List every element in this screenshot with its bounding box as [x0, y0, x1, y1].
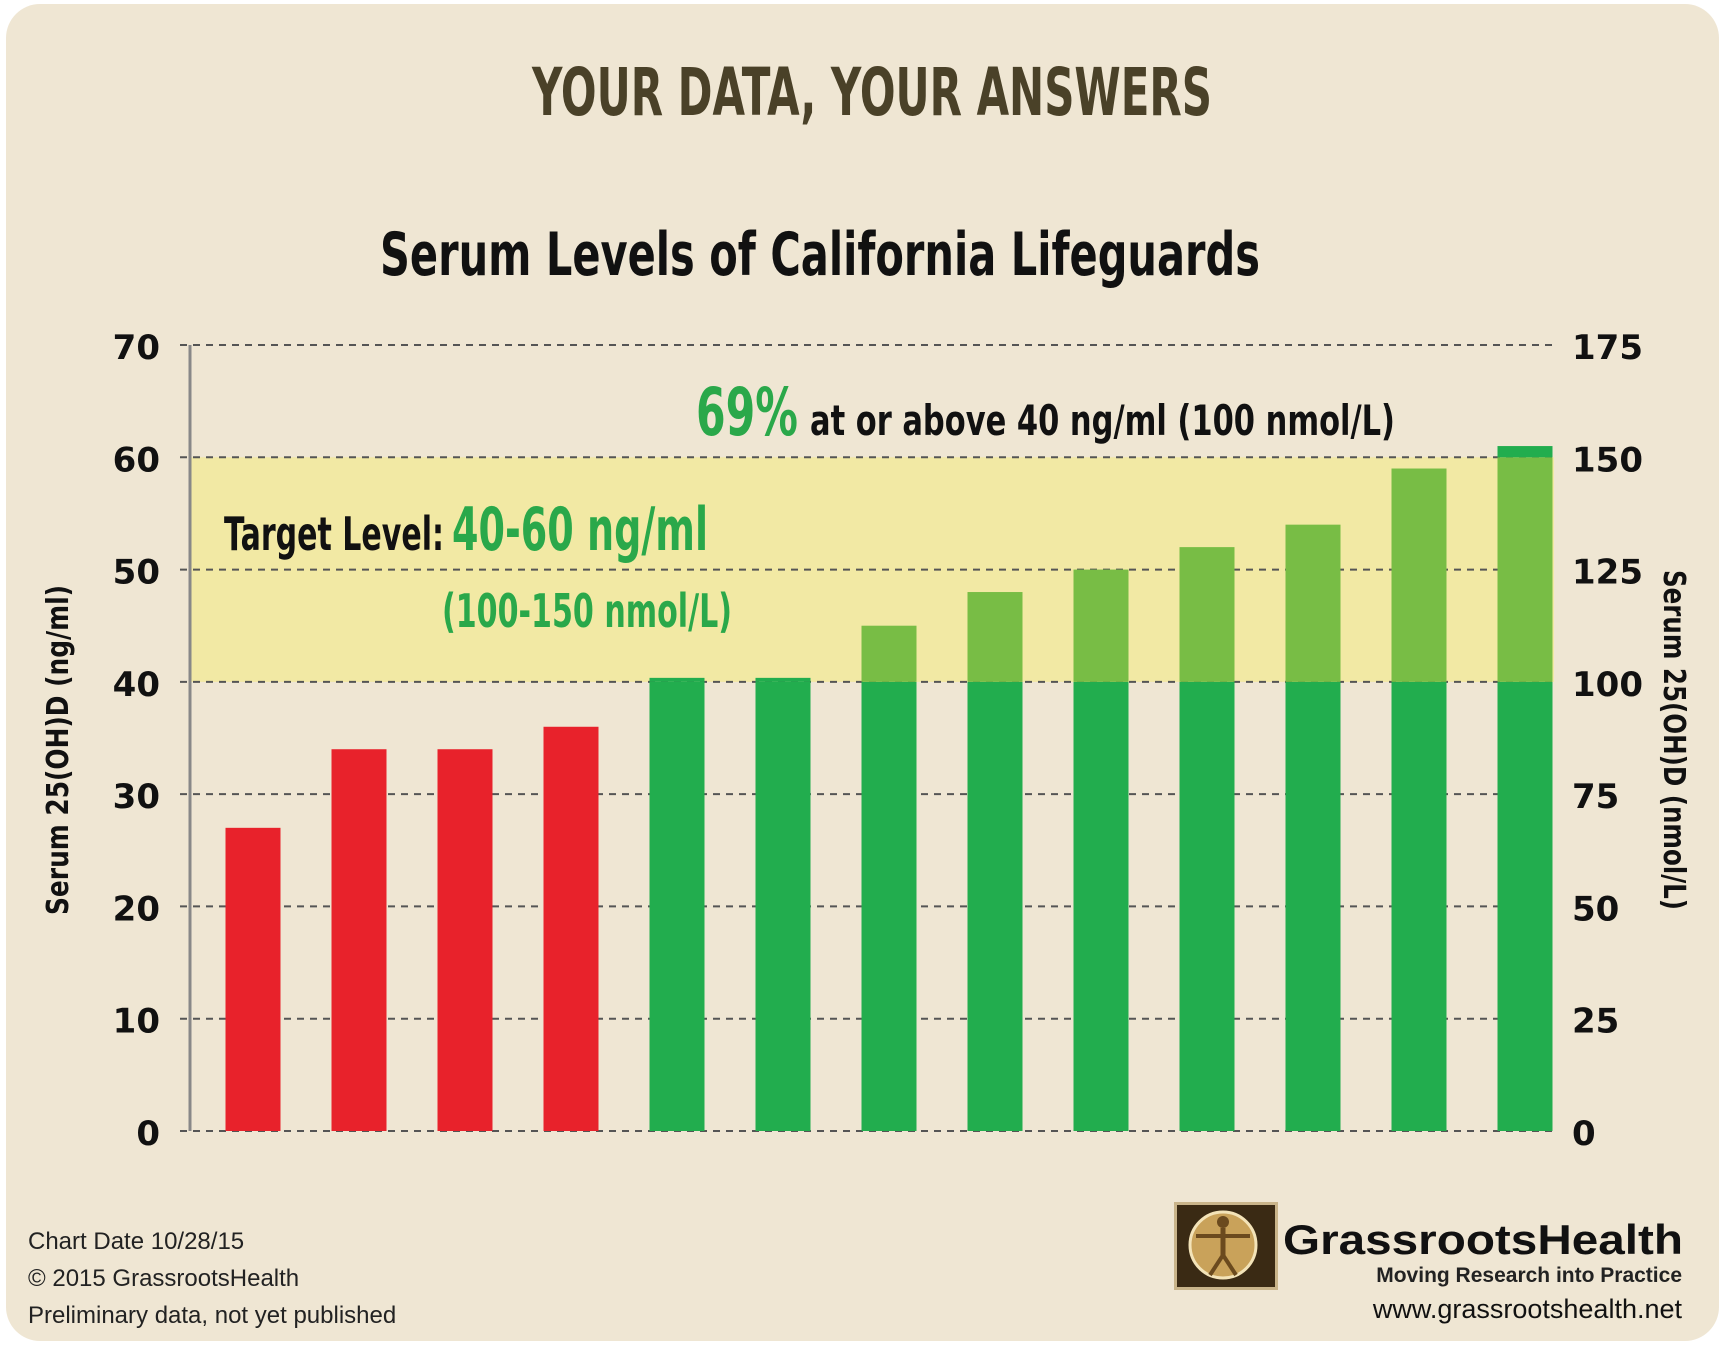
bar-over-segment: [1497, 446, 1553, 458]
y-tick-label: 10: [113, 1002, 160, 1042]
y-tick-label-right: 125: [1572, 553, 1643, 593]
bar-cap: [649, 677, 705, 682]
bars: [225, 446, 1553, 1131]
bar-target-segment: [861, 625, 917, 682]
vitruvian-man-icon-drawing: [1188, 1210, 1258, 1280]
bar-base-segment: [1285, 681, 1341, 1131]
chart-title: Serum Levels of California Lifeguards: [380, 220, 1260, 290]
y-tick-label-right: 25: [1572, 1002, 1619, 1042]
y-axis-label: Serum 25(OH)D (ng/ml): [41, 585, 76, 915]
bar: [649, 677, 705, 1131]
bar-base-segment: [967, 681, 1023, 1131]
bar-cap: [755, 677, 811, 682]
percent-annotation: 69%: [696, 374, 798, 451]
bar-base-segment: [1497, 681, 1553, 1131]
bar: [1391, 468, 1447, 1131]
y-tick-label-right: 100: [1572, 665, 1643, 705]
bar-target-segment: [1497, 457, 1553, 682]
y-tick-label-right: 75: [1572, 777, 1619, 817]
y-tick-label: 50: [113, 553, 160, 593]
bar: [1285, 524, 1341, 1131]
bar-base-segment: [1073, 681, 1129, 1131]
bar-target-segment: [1073, 569, 1129, 682]
target-level-label: Target Level:: [224, 507, 444, 561]
y-tick-label-right: 150: [1572, 440, 1643, 480]
bar: [1497, 446, 1553, 1131]
right-axis-ticks: 0 25 50 75 100 125 150 175: [1572, 328, 1643, 1154]
bar: [1179, 547, 1235, 1131]
y-tick-label: 0: [136, 1114, 160, 1154]
y-tick-label-right: 0: [1572, 1114, 1596, 1154]
bar: [543, 726, 599, 1131]
bar: [331, 749, 387, 1131]
copyright: © 2015 GrassrootsHealth: [28, 1265, 299, 1292]
target-level-range-nmol: (100-150 nmol/L): [442, 584, 732, 638]
bar: [437, 749, 493, 1131]
logo-tagline: Moving Research into Practice: [1376, 1264, 1682, 1287]
bar-base-segment: [649, 681, 705, 1131]
bar-base-segment: [1179, 681, 1235, 1131]
bar-base-segment: [1391, 681, 1447, 1131]
y-tick-label: 60: [113, 440, 160, 480]
bar-target-segment: [967, 592, 1023, 682]
bar: [225, 827, 281, 1131]
target-level-range: 40-60 ng/ml: [452, 495, 708, 565]
percent-annotation-text: at or above 40 ng/ml (100 nmol/L): [810, 396, 1395, 445]
y-tick-label-right: 50: [1572, 889, 1619, 929]
bar-base-segment: [861, 681, 917, 1131]
y-axis-label-right: Serum 25(OH)D (nmol/L): [1656, 570, 1691, 910]
logo-url: www.grassrootshealth.net: [1372, 1294, 1683, 1324]
y-tick-label: 20: [113, 889, 160, 929]
banner-title: YOUR DATA, YOUR ANSWERS: [531, 54, 1212, 131]
bar-target-segment: [1285, 524, 1341, 682]
bar: [755, 677, 811, 1131]
bar: [1073, 569, 1129, 1131]
bar-base-segment: [755, 681, 811, 1131]
publication-note: Preliminary data, not yet published: [28, 1302, 396, 1329]
bar-target-segment: [1391, 468, 1447, 682]
logo-name: GrassrootsHealth: [1283, 1216, 1683, 1263]
y-tick-label: 30: [113, 777, 160, 817]
bar: [967, 592, 1023, 1131]
bar: [861, 625, 917, 1131]
y-tick-label-right: 175: [1572, 328, 1643, 368]
left-axis-ticks: 0 10 20 30 40 50 60 70: [113, 328, 160, 1154]
chart-date: Chart Date 10/28/15: [28, 1228, 244, 1255]
y-tick-label: 70: [113, 328, 160, 368]
y-tick-label: 40: [113, 665, 160, 705]
bar-target-segment: [1179, 547, 1235, 682]
